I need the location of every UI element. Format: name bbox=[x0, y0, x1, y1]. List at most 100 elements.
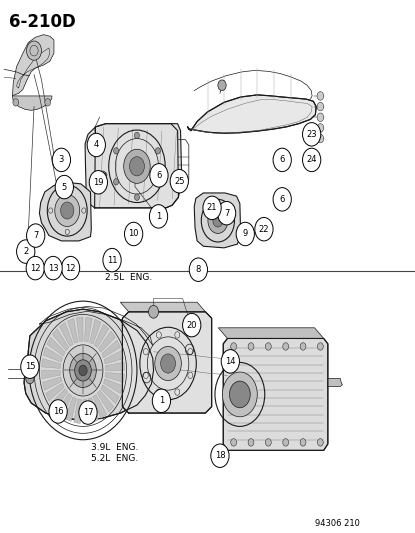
Circle shape bbox=[266, 439, 271, 446]
Circle shape bbox=[211, 444, 229, 467]
Text: 16: 16 bbox=[53, 407, 63, 416]
Circle shape bbox=[203, 196, 221, 220]
Circle shape bbox=[26, 256, 44, 280]
Circle shape bbox=[25, 364, 33, 374]
Text: 12: 12 bbox=[65, 264, 76, 272]
Polygon shape bbox=[105, 373, 124, 382]
Circle shape bbox=[27, 41, 42, 60]
Circle shape bbox=[124, 222, 143, 246]
Polygon shape bbox=[43, 377, 62, 390]
Circle shape bbox=[89, 171, 107, 194]
Circle shape bbox=[213, 214, 223, 227]
Circle shape bbox=[134, 132, 139, 139]
Circle shape bbox=[149, 205, 168, 228]
Polygon shape bbox=[59, 322, 73, 346]
Text: 5.2L  ENG.: 5.2L ENG. bbox=[91, 454, 139, 463]
Circle shape bbox=[49, 400, 67, 423]
Circle shape bbox=[217, 201, 236, 225]
Circle shape bbox=[170, 169, 188, 193]
Text: 22: 22 bbox=[259, 225, 269, 233]
Circle shape bbox=[221, 350, 239, 373]
Polygon shape bbox=[218, 328, 324, 338]
Polygon shape bbox=[328, 378, 342, 386]
Text: 3: 3 bbox=[59, 156, 64, 164]
Text: 20: 20 bbox=[186, 321, 197, 329]
Circle shape bbox=[303, 123, 321, 146]
Circle shape bbox=[283, 343, 288, 350]
Polygon shape bbox=[42, 359, 61, 368]
Circle shape bbox=[70, 353, 96, 387]
Circle shape bbox=[134, 194, 139, 200]
Circle shape bbox=[45, 99, 51, 106]
Circle shape bbox=[266, 343, 271, 350]
Text: 9: 9 bbox=[243, 230, 248, 238]
Polygon shape bbox=[51, 389, 68, 410]
Text: 1: 1 bbox=[156, 212, 161, 221]
Circle shape bbox=[152, 389, 171, 413]
Text: 12: 12 bbox=[30, 264, 41, 272]
Circle shape bbox=[231, 343, 237, 350]
Polygon shape bbox=[52, 329, 69, 351]
Text: 18: 18 bbox=[215, 451, 225, 460]
Polygon shape bbox=[39, 182, 91, 241]
Text: 6: 6 bbox=[280, 195, 285, 204]
Text: 15: 15 bbox=[24, 362, 35, 371]
Circle shape bbox=[300, 343, 306, 350]
Circle shape bbox=[155, 148, 160, 154]
Circle shape bbox=[317, 102, 324, 111]
Text: 24: 24 bbox=[306, 156, 317, 164]
Circle shape bbox=[273, 188, 291, 211]
Circle shape bbox=[87, 133, 105, 157]
Text: 7: 7 bbox=[33, 231, 38, 240]
Circle shape bbox=[79, 401, 97, 424]
Text: 17: 17 bbox=[83, 408, 93, 417]
Polygon shape bbox=[122, 312, 212, 413]
Text: 2: 2 bbox=[23, 247, 28, 256]
Polygon shape bbox=[47, 337, 65, 356]
Text: 1: 1 bbox=[159, 397, 164, 405]
Polygon shape bbox=[46, 383, 64, 401]
Circle shape bbox=[317, 439, 323, 446]
Polygon shape bbox=[105, 362, 124, 370]
Circle shape bbox=[44, 256, 62, 280]
Circle shape bbox=[21, 355, 39, 378]
Circle shape bbox=[149, 305, 159, 318]
Text: 23: 23 bbox=[306, 130, 317, 139]
Circle shape bbox=[155, 179, 160, 185]
Circle shape bbox=[114, 179, 119, 185]
Circle shape bbox=[100, 171, 106, 179]
Circle shape bbox=[222, 372, 257, 417]
Circle shape bbox=[114, 148, 119, 154]
Circle shape bbox=[103, 248, 121, 272]
Circle shape bbox=[150, 164, 168, 187]
Circle shape bbox=[317, 343, 323, 350]
Polygon shape bbox=[76, 317, 83, 342]
Polygon shape bbox=[223, 338, 328, 450]
Circle shape bbox=[248, 343, 254, 350]
Text: 10: 10 bbox=[128, 230, 139, 238]
Text: 13: 13 bbox=[48, 264, 59, 272]
Polygon shape bbox=[43, 348, 62, 362]
Circle shape bbox=[303, 148, 321, 172]
Text: 2.5L  ENG.: 2.5L ENG. bbox=[105, 273, 152, 282]
Circle shape bbox=[208, 208, 228, 233]
Circle shape bbox=[273, 148, 291, 172]
Polygon shape bbox=[90, 319, 101, 344]
Circle shape bbox=[55, 175, 73, 199]
Text: 4: 4 bbox=[94, 141, 99, 149]
Text: 14: 14 bbox=[225, 357, 236, 366]
Circle shape bbox=[231, 439, 237, 446]
Polygon shape bbox=[104, 379, 123, 393]
Circle shape bbox=[155, 346, 181, 381]
Polygon shape bbox=[12, 35, 54, 96]
Circle shape bbox=[52, 148, 71, 172]
Polygon shape bbox=[94, 324, 109, 348]
Circle shape bbox=[79, 365, 87, 376]
Circle shape bbox=[27, 224, 45, 247]
Polygon shape bbox=[102, 340, 120, 358]
Polygon shape bbox=[83, 399, 90, 424]
Text: 11: 11 bbox=[107, 256, 117, 264]
Circle shape bbox=[189, 258, 208, 281]
Polygon shape bbox=[97, 390, 114, 412]
Circle shape bbox=[61, 202, 74, 219]
